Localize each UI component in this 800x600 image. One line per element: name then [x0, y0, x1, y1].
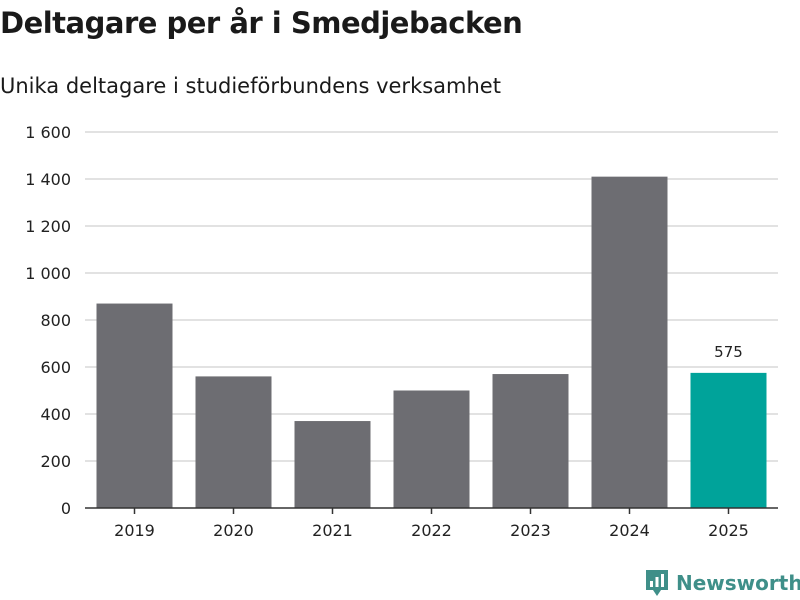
y-tick-label: 1 000 [25, 264, 71, 283]
x-tick-label: 2019 [114, 521, 155, 540]
y-tick-label: 200 [40, 452, 71, 471]
y-tick-label: 1 600 [25, 123, 71, 142]
y-tick-label: 0 [61, 499, 71, 518]
bar-2024 [591, 176, 668, 508]
bar-2019 [96, 303, 173, 508]
data-label: 575 [714, 343, 743, 361]
chart-subtitle: Unika deltagare i studieförbundens verks… [0, 74, 501, 98]
bar-2021 [294, 421, 371, 508]
brand-name: Newsworthy [676, 571, 800, 595]
y-tick-label: 600 [40, 358, 71, 377]
bar-2023 [492, 374, 569, 508]
bar-2025 [690, 372, 767, 508]
x-tick-label: 2020 [213, 521, 254, 540]
y-tick-label: 800 [40, 311, 71, 330]
y-tick-label: 400 [40, 405, 71, 424]
x-tick-label: 2023 [510, 521, 551, 540]
y-tick-label: 1 400 [25, 170, 71, 189]
bar-2022 [393, 390, 470, 508]
x-tick-label: 2022 [411, 521, 452, 540]
chart-title: Deltagare per år i Smedjebacken [0, 6, 523, 40]
newsworthy-logo-icon [646, 570, 668, 596]
x-tick-label: 2025 [708, 521, 749, 540]
x-tick-label: 2024 [609, 521, 650, 540]
bar-2020 [195, 376, 272, 508]
y-tick-label: 1 200 [25, 217, 71, 236]
brand-logo: Newsworthy [644, 568, 800, 598]
x-tick-label: 2021 [312, 521, 353, 540]
